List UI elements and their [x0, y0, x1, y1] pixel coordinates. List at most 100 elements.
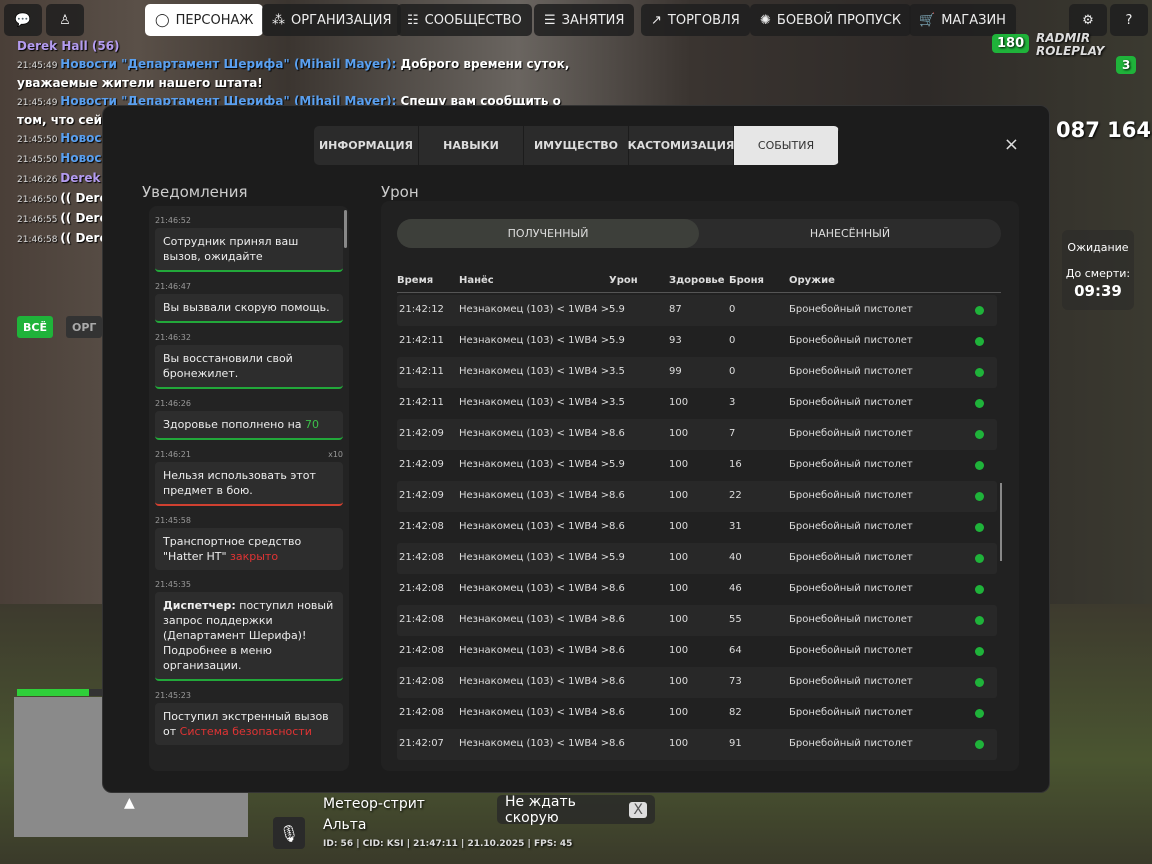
- table-row: 21:42:12 Незнакомец (103) < 1WB4 >5.9 87 0 Б…: [397, 295, 997, 326]
- table-cell: 21:42:08: [399, 552, 444, 563]
- settings-button[interactable]: ⚙: [1069, 4, 1107, 36]
- table-cell: Незнакомец (103) < 1WB4 >: [459, 490, 610, 501]
- info-icon[interactable]: [975, 306, 984, 315]
- table-cell: 5.9: [609, 335, 625, 346]
- notification-text: Вы вызвали скорую помощь.: [163, 301, 330, 314]
- table-row: 21:42:11 Незнакомец (103) < 1WB4 >3.5 99 0 Б…: [397, 357, 997, 388]
- info-icon[interactable]: [975, 709, 984, 718]
- table-cell: Бронебойный пистолет: [789, 521, 913, 532]
- info-icon[interactable]: [975, 523, 984, 532]
- table-cell: 93: [669, 335, 682, 346]
- notification-time: 21:45:23: [155, 691, 191, 700]
- chat-author: Новос: [60, 131, 102, 145]
- person-tree-icon: ♙: [59, 12, 71, 28]
- admin-button[interactable]: ♙: [46, 4, 84, 36]
- waiting-label: Ожидание: [1067, 241, 1129, 254]
- table-scrollbar[interactable]: [1000, 483, 1002, 561]
- top-tab-1[interactable]: ⁂ ОРГАНИЗАЦИЯ: [262, 4, 402, 36]
- table-row: 21:42:11 Незнакомец (103) < 1WB4 >5.9 93 0 Б…: [397, 326, 997, 357]
- key-hint[interactable]: X: [629, 801, 647, 818]
- tab-НАВЫКИ[interactable]: НАВЫКИ: [419, 126, 524, 165]
- table-row: 21:42:08 Незнакомец (103) < 1WB4 >5.9 100 4…: [397, 543, 997, 574]
- table-row: 21:42:08 Незнакомец (103) < 1WB4 >8.6 100 5…: [397, 605, 997, 636]
- table-cell: Незнакомец (103) < 1WB4 >: [459, 583, 610, 594]
- table-cell: 8.6: [609, 490, 625, 501]
- table-cell: 21:42:08: [399, 583, 444, 594]
- chat-line: 21:46:55 (( Dere: [17, 210, 577, 229]
- money: 087 164: [1056, 118, 1151, 142]
- info-icon[interactable]: [975, 740, 984, 749]
- chat-author: Derek Hall (56): [17, 39, 120, 53]
- chat-filter-all[interactable]: ВСЁ: [17, 316, 53, 338]
- chat-line: 21:46:50 (( Dere: [17, 190, 577, 209]
- notification-highlight: 70: [305, 418, 320, 431]
- chat-filter-org[interactable]: ОРГ: [66, 316, 103, 338]
- table-cell: 21:42:12: [399, 304, 444, 315]
- top-tab-4[interactable]: ↗ ТОРГОВЛЯ: [641, 4, 750, 36]
- info-icon[interactable]: [975, 492, 984, 501]
- tab-ИНФОРМАЦИЯ[interactable]: ИНФОРМАЦИЯ: [314, 126, 419, 165]
- info-icon[interactable]: [975, 585, 984, 594]
- top-tab-label: ОРГАНИЗАЦИЯ: [291, 12, 392, 28]
- no-wait-ambulance[interactable]: Не ждать скорую X: [497, 794, 655, 826]
- top-tab-0[interactable]: ◯ ПЕРСОНАЖ: [145, 4, 264, 36]
- notification-time-row: 21:45:23: [155, 691, 343, 700]
- info-icon[interactable]: [975, 678, 984, 687]
- tab-СОБЫТИЯ[interactable]: СОБЫТИЯ: [734, 126, 839, 165]
- tab-КАСТОМИЗАЦИЯ[interactable]: КАСТОМИЗАЦИЯ: [628, 126, 734, 165]
- close-button[interactable]: ×: [1003, 134, 1019, 155]
- organization-icon: ⁂: [272, 12, 285, 28]
- top-tab-5[interactable]: ✺ БОЕВОЙ ПРОПУСК: [750, 4, 912, 36]
- top-tab-3[interactable]: ☰ ЗАНЯТИЯ: [534, 4, 635, 36]
- table-cell: Бронебойный пистолет: [789, 707, 913, 718]
- notification-highlight: закрыто: [230, 550, 279, 563]
- info-icon[interactable]: [975, 461, 984, 470]
- top-tab-6[interactable]: 🛒 МАГАЗИН: [909, 4, 1016, 36]
- table-cell: 0: [729, 335, 736, 346]
- table-cell: 16: [729, 459, 742, 470]
- gear-icon: ⚙: [1082, 12, 1094, 28]
- chat-timestamp: 21:46:55: [17, 215, 61, 225]
- info-icon[interactable]: [975, 554, 984, 563]
- chat-timestamp: 21:46:58: [17, 235, 61, 245]
- table-cell: Незнакомец (103) < 1WB4 >: [459, 459, 610, 470]
- table-row: 21:42:09 Незнакомец (103) < 1WB4 >8.6 100 2…: [397, 481, 997, 512]
- table-header: Время Нанёс Урон Здоровье Броня Оружие: [397, 273, 1001, 293]
- top-tab-label: ЗАНЯТИЯ: [561, 12, 625, 28]
- notifications-scrollbar[interactable]: [344, 210, 347, 248]
- info-icon[interactable]: [975, 616, 984, 625]
- chat-line: Derek Hall (56): [17, 38, 577, 55]
- info-icon[interactable]: [975, 430, 984, 439]
- table-cell: 21:42:09: [399, 428, 444, 439]
- voice-button[interactable]: 🎙: [273, 817, 305, 849]
- chat-button[interactable]: 💬: [4, 4, 42, 36]
- column-header: Время: [397, 275, 434, 286]
- notification-time: 21:46:32: [155, 333, 191, 342]
- info-icon[interactable]: [975, 337, 984, 346]
- table-cell: Бронебойный пистолет: [789, 397, 913, 408]
- table-cell: Бронебойный пистолет: [789, 614, 913, 625]
- info-icon[interactable]: [975, 399, 984, 408]
- death-label: До смерти:: [1065, 267, 1131, 280]
- table-row: 21:42:08 Незнакомец (103) < 1WB4 >8.6 100 4…: [397, 574, 997, 605]
- notification-highlight: Система безопасности: [179, 725, 312, 738]
- logo: RADMIR ROLEPLAY: [1036, 31, 1105, 58]
- info-icon[interactable]: [975, 368, 984, 377]
- chat-line: 21:46:58 (( Dere: [17, 230, 577, 249]
- segment-ПОЛУЧЕННЫЙ[interactable]: ПОЛУЧЕННЫЙ: [397, 219, 699, 248]
- table-cell: 21:42:09: [399, 459, 444, 470]
- community-icon: ☷: [407, 12, 419, 28]
- notification-time: 21:46:52: [155, 216, 191, 225]
- table-cell: 100: [669, 397, 689, 408]
- segment-НАНЕСЁННЫЙ[interactable]: НАНЕСЁННЫЙ: [809, 227, 891, 240]
- top-tab-2[interactable]: ☷ СООБЩЕСТВО: [397, 4, 532, 36]
- help-button[interactable]: ?: [1110, 4, 1148, 36]
- tab-ИМУЩЕСТВО[interactable]: ИМУЩЕСТВО: [524, 126, 629, 165]
- top-tab-label: СООБЩЕСТВО: [424, 12, 522, 28]
- table-cell: 21:42:08: [399, 676, 444, 687]
- table-cell: Бронебойный пистолет: [789, 304, 913, 315]
- player-info: ID: 56 | CID: KSI | 21:47:11 | 21.10.202…: [323, 839, 573, 849]
- info-icon[interactable]: [975, 647, 984, 656]
- clipboard-icon: ☰: [544, 12, 556, 28]
- notification-item: Вы восстановили свой бронежилет.: [155, 345, 343, 389]
